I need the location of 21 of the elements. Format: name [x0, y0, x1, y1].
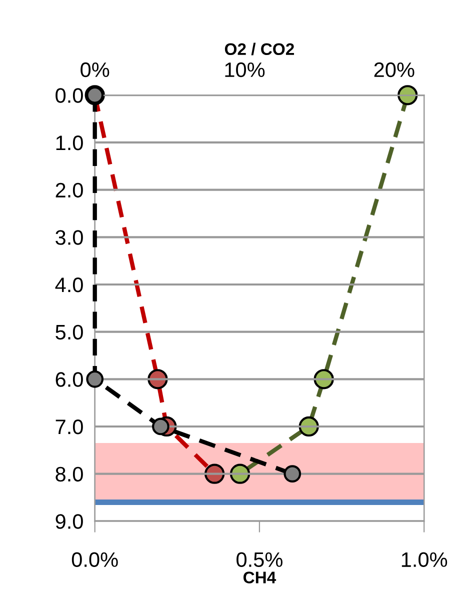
y-tick-label: 0.0	[56, 88, 83, 103]
x-tick-label: 1.0%	[402, 552, 448, 568]
x2-tick-label: 10%	[225, 62, 265, 78]
y-tick-label: 2.0	[56, 182, 83, 198]
point	[86, 370, 104, 388]
point	[284, 465, 302, 483]
x-tick-label: 0.0%	[72, 552, 118, 568]
y-tick-label: 5.0	[56, 324, 83, 340]
y-tick-label: 6.0	[56, 372, 83, 387]
y-tick-label: 3.0	[56, 230, 83, 245]
x-tick-label: 0.5%	[236, 552, 282, 568]
x2-tick-label: 0%	[80, 62, 110, 78]
x-axis-title: CH4	[243, 572, 276, 584]
x2-axis-title: O2 / CO2	[224, 42, 294, 56]
x2-tick-label: 20%	[374, 62, 414, 78]
y-tick-label: 4.0	[55, 277, 83, 292]
y-tick-label: 9.0	[56, 514, 83, 529]
y-tick-label: 1.0	[56, 135, 83, 150]
point	[152, 418, 170, 436]
y-tick-label: 7.0	[56, 419, 83, 434]
y-tick-label: 8.0	[56, 466, 83, 482]
